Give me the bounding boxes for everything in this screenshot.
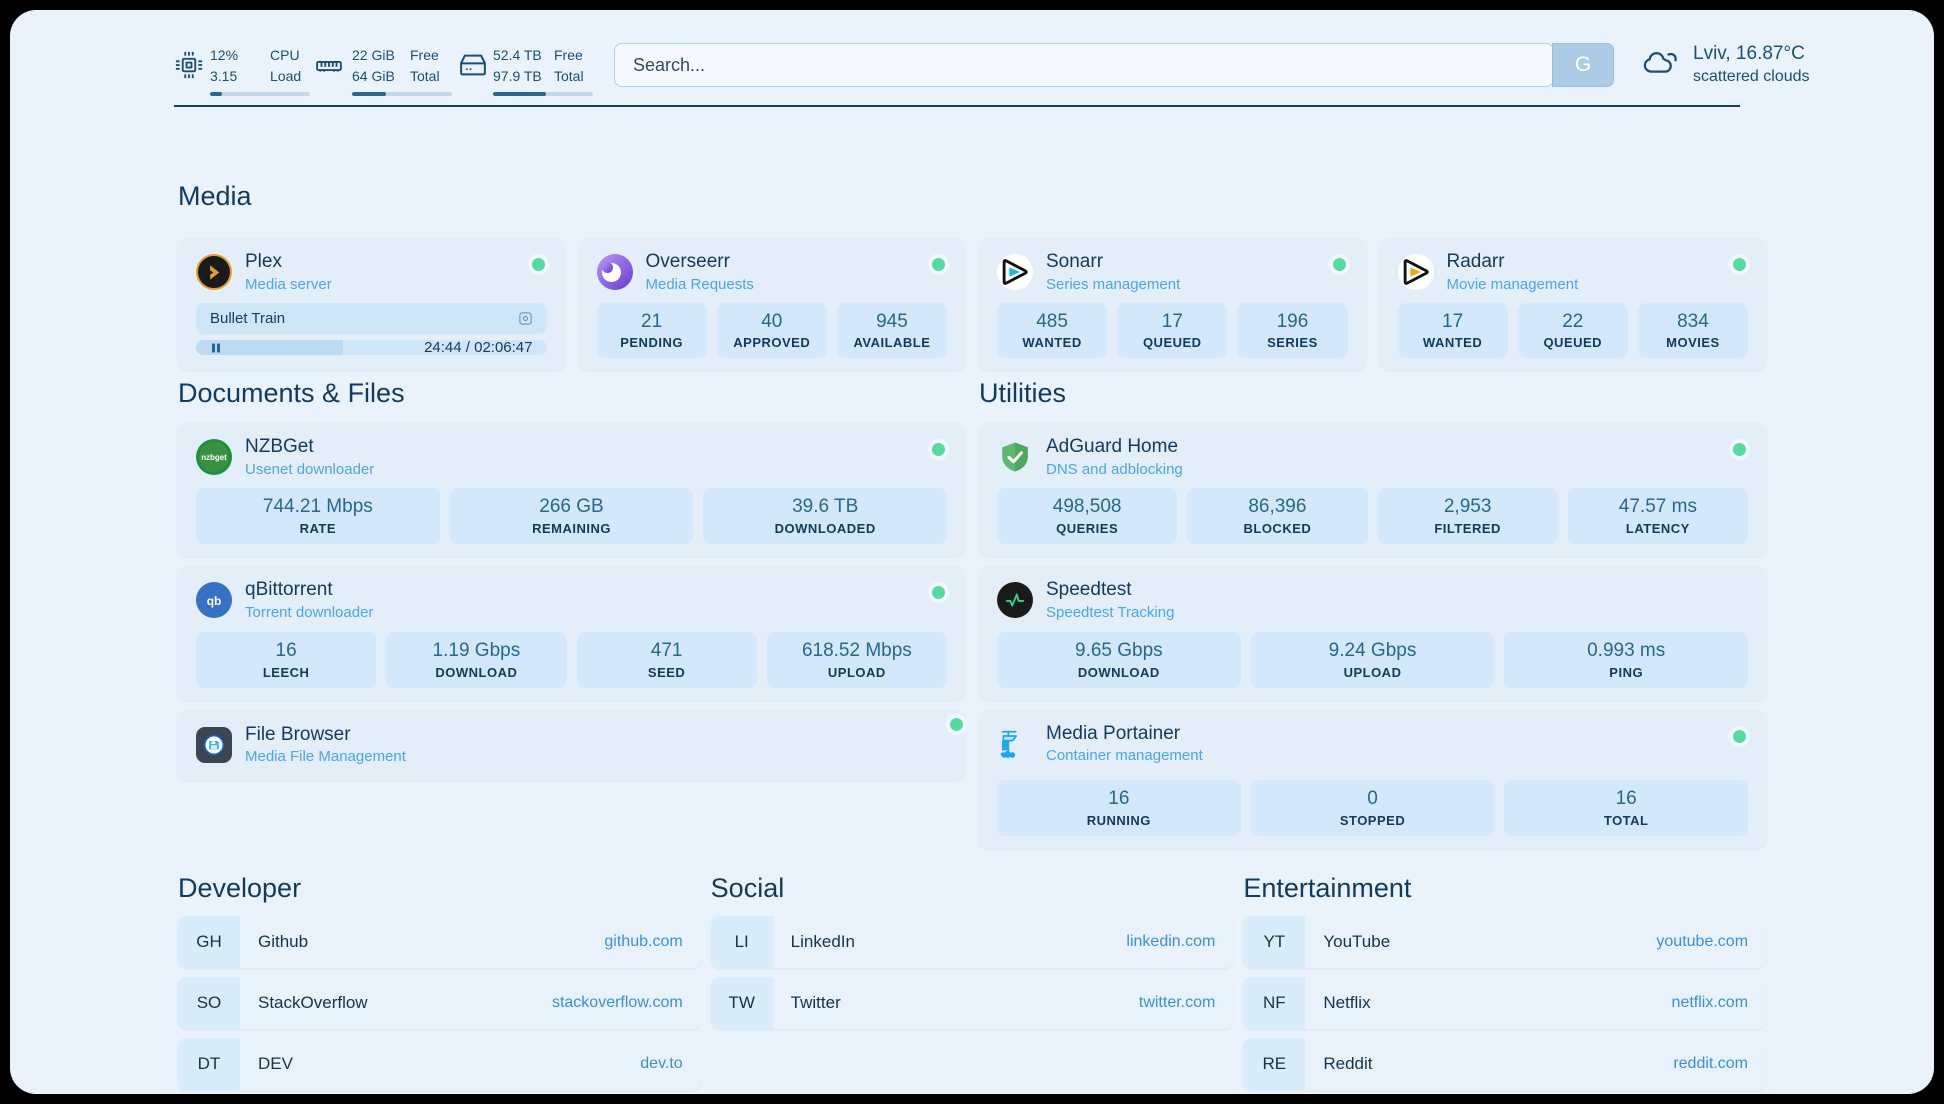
svg-text:qb: qb [207, 594, 222, 608]
svg-text:nzbget: nzbget [201, 453, 227, 462]
